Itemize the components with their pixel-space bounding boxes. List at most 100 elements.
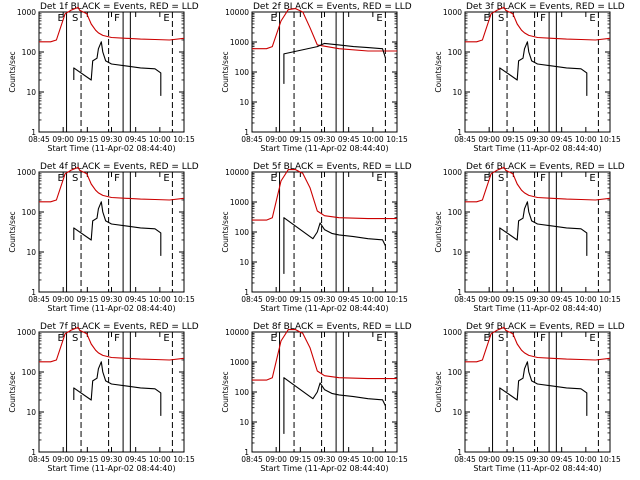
- y-tick-label: 1000: [230, 358, 249, 367]
- time-marker-label: E: [58, 173, 64, 184]
- y-tick-label: 100: [235, 68, 250, 77]
- y-tick-label: 1000: [17, 8, 36, 17]
- x-tick-label: 08:45: [241, 455, 263, 464]
- time-marker-label: E: [484, 173, 490, 184]
- y-axis-label: Counts/sec: [221, 211, 230, 252]
- series-line-events: [499, 201, 588, 256]
- y-tick-label: 100: [448, 208, 463, 217]
- series-line-lld: [252, 169, 397, 221]
- plot-frame: [38, 171, 185, 293]
- x-tick-label: 09:15: [503, 135, 525, 144]
- x-tick-label: 08:45: [28, 135, 50, 144]
- y-tick-label: 1: [31, 448, 36, 457]
- x-tick-label: 09:15: [77, 455, 99, 464]
- plot-frame: [251, 331, 398, 453]
- series-line-lld: [39, 6, 185, 43]
- series-line-lld: [252, 8, 397, 52]
- x-tick-label: 09:00: [52, 455, 74, 464]
- series-line-lld: [39, 166, 185, 203]
- x-tick-label: 10:00: [575, 295, 597, 304]
- time-marker-label: E: [58, 333, 64, 344]
- panel-title: Det 5f BLACK = Events, RED = LLD: [253, 162, 412, 172]
- x-tick-label: 09:45: [338, 455, 360, 464]
- x-tick-label: 10:15: [599, 295, 621, 304]
- x-tick-label: 09:30: [314, 455, 336, 464]
- y-tick-label: 1000: [17, 168, 36, 177]
- series-line-events: [499, 41, 588, 96]
- y-tick-label: 1: [244, 128, 249, 137]
- y-axis-label: Counts/sec: [434, 211, 443, 252]
- y-tick-label: 100: [235, 388, 250, 397]
- time-marker-label: E: [271, 13, 277, 24]
- series-line-lld: [465, 326, 611, 363]
- series-line-events: [283, 217, 386, 274]
- x-axis-label: Start Time (11-Apr-02 08:44:40): [260, 144, 388, 153]
- x-tick-label: 10:00: [362, 295, 384, 304]
- x-tick-label: 09:45: [125, 135, 147, 144]
- panel-title: Det 2f BLACK = Events, RED = LLD: [253, 2, 412, 12]
- y-tick-label: 10000: [225, 328, 249, 337]
- plot-frame: [38, 11, 185, 133]
- time-marker-label: E: [163, 333, 169, 344]
- x-tick-label: 09:45: [125, 295, 147, 304]
- x-axis-label: Start Time (11-Apr-02 08:44:40): [260, 304, 388, 313]
- panel-3: Det 3f BLACK = Events, RED = LLD 1 10 100 10…: [434, 2, 625, 153]
- time-marker-label: E: [484, 333, 490, 344]
- y-tick-label: 1: [457, 288, 462, 297]
- plot-frame: [464, 11, 611, 133]
- time-marker-label: F: [540, 333, 546, 344]
- x-axis-label: Start Time (11-Apr-02 08:44:40): [47, 464, 175, 473]
- plot-frame: [464, 331, 611, 453]
- x-tick-label: 09:30: [101, 295, 123, 304]
- time-marker-label: E: [163, 13, 169, 24]
- x-tick-label: 09:30: [314, 295, 336, 304]
- y-axis-label: Counts/sec: [434, 51, 443, 92]
- x-tick-label: 09:30: [527, 455, 549, 464]
- y-tick-label: 10: [239, 98, 249, 107]
- y-tick-label: 100: [448, 48, 463, 57]
- x-tick-label: 10:00: [149, 455, 171, 464]
- x-tick-label: 09:30: [101, 455, 123, 464]
- panel-9: Det 9f BLACK = Events, RED = LLD 1 10 100 10…: [434, 322, 625, 473]
- y-axis-label: Counts/sec: [434, 371, 443, 412]
- x-tick-label: 08:45: [241, 295, 263, 304]
- plot-frame: [464, 171, 611, 293]
- y-tick-label: 1: [31, 128, 36, 137]
- series-line-events: [283, 42, 386, 84]
- y-tick-label: 10: [452, 248, 462, 257]
- time-marker-label: F: [540, 173, 546, 184]
- x-tick-label: 09:15: [290, 135, 312, 144]
- time-marker-label: E: [589, 13, 595, 24]
- panel-1: Det 1f BLACK = Events, RED = LLD 1 10 100 10…: [8, 2, 199, 153]
- panel-2: Det 2f BLACK = Events, RED = LLD 1 10 100 10…: [221, 2, 412, 153]
- x-tick-label: 10:15: [599, 135, 621, 144]
- time-marker-label: E: [271, 333, 277, 344]
- x-tick-label: 08:45: [28, 455, 50, 464]
- x-tick-label: 10:00: [575, 455, 597, 464]
- y-tick-label: 1000: [230, 198, 249, 207]
- x-tick-label: 09:30: [101, 135, 123, 144]
- x-tick-label: 09:00: [478, 295, 500, 304]
- x-tick-label: 09:45: [551, 455, 573, 464]
- y-tick-label: 10: [26, 408, 36, 417]
- x-tick-label: 09:30: [314, 135, 336, 144]
- x-tick-label: 09:45: [551, 135, 573, 144]
- x-tick-label: 09:45: [338, 295, 360, 304]
- time-marker-label: S: [498, 13, 504, 24]
- x-axis-label: Start Time (11-Apr-02 08:44:40): [260, 464, 388, 473]
- y-axis-label: Counts/sec: [221, 51, 230, 92]
- plot-frame: [251, 171, 398, 293]
- x-tick-label: 10:15: [173, 135, 195, 144]
- x-axis-label: Start Time (11-Apr-02 08:44:40): [473, 464, 601, 473]
- panel-title: Det 8f BLACK = Events, RED = LLD: [253, 322, 412, 332]
- time-marker-label: S: [72, 173, 78, 184]
- time-marker-label: S: [72, 13, 78, 24]
- x-tick-label: 10:15: [386, 455, 408, 464]
- y-tick-label: 100: [22, 368, 37, 377]
- y-axis-label: Counts/sec: [8, 371, 17, 412]
- series-line-events: [73, 201, 162, 256]
- time-marker-label: E: [376, 173, 382, 184]
- x-tick-label: 10:15: [386, 135, 408, 144]
- time-marker-label: S: [498, 333, 504, 344]
- x-tick-label: 10:15: [173, 295, 195, 304]
